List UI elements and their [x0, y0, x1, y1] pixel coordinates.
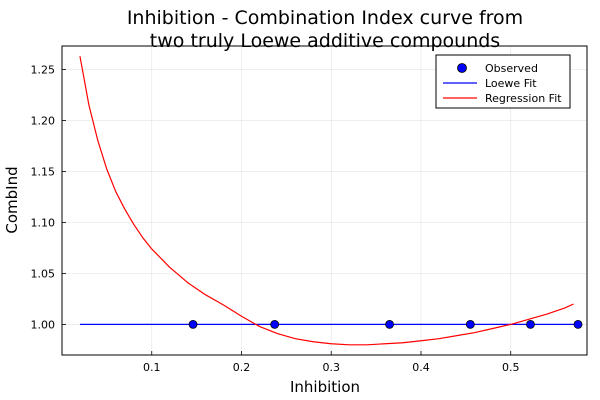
y-axis-label: CombInd — [3, 166, 21, 233]
chart-title-line-2: two truly Loewe additive compounds — [150, 30, 500, 52]
observed-point — [188, 320, 198, 329]
x-tick-label: 0.1 — [143, 361, 161, 374]
legend-observed-marker — [457, 63, 467, 73]
chart-title-line-1: Inhibition - Combination Index curve fro… — [127, 7, 523, 29]
legend: Observed Loewe Fit Regression Fit — [435, 54, 571, 109]
observed-point — [573, 320, 583, 329]
axis-ticks: 0.1 0.2 0.3 0.4 0.5 1.00 1.05 1.10 1.15 1.20 1.25 — [31, 63, 520, 374]
y-tick-label: 1.20 — [31, 114, 56, 127]
x-tick-label: 0.2 — [233, 361, 251, 374]
y-tick-label: 1.25 — [31, 63, 56, 76]
legend-box — [435, 54, 571, 109]
x-tick-label: 0.3 — [322, 361, 340, 374]
y-tick-label: 1.05 — [31, 267, 56, 280]
legend-label-regression-fit: Regression Fit — [485, 92, 562, 105]
observed-point — [270, 320, 280, 329]
legend-label-observed: Observed — [485, 62, 538, 75]
series-layer — [79, 56, 583, 346]
plot-area-frame — [61, 45, 588, 356]
legend-label-loewe-fit: Loewe Fit — [485, 77, 537, 90]
x-tick-label: 0.5 — [502, 361, 520, 374]
x-tick-label: 0.4 — [412, 361, 430, 374]
observed-point — [465, 320, 475, 329]
y-tick-label: 1.15 — [31, 165, 56, 178]
regression-fit-line — [79, 56, 574, 346]
observed-point — [526, 320, 535, 329]
y-tick-label: 1.00 — [31, 318, 56, 331]
y-tick-label: 1.10 — [31, 216, 56, 229]
observed-point — [385, 320, 394, 329]
x-axis-label: Inhibition — [290, 378, 360, 396]
